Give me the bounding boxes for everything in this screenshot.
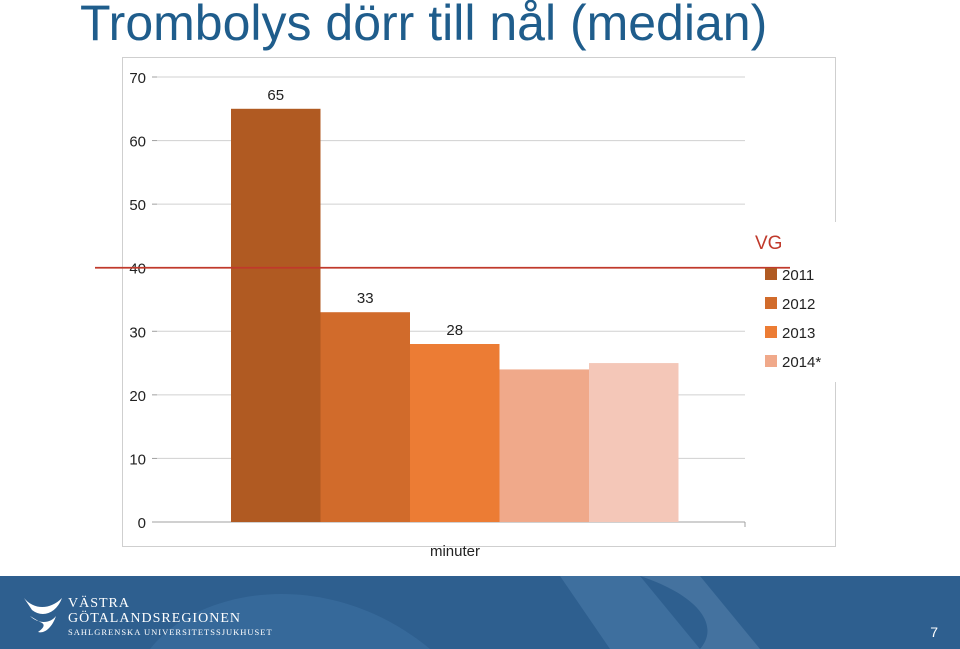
y-tick-label: 20 (129, 388, 146, 405)
bar-2012 (320, 312, 410, 522)
page-number: 7 (930, 624, 938, 640)
x-axis-label: minuter (430, 543, 480, 560)
y-tick-label: 10 (129, 451, 146, 468)
y-tick-label: 60 (129, 134, 146, 151)
region-logo-icon (24, 598, 62, 633)
bar-series-5 (589, 363, 679, 522)
y-tick-label: 40 (129, 261, 146, 278)
legend-title: VG (755, 233, 782, 254)
page-title: Trombolys dörr till nål (median) (80, 0, 768, 51)
y-tick-label: 50 (129, 197, 146, 214)
legend-box (748, 222, 838, 382)
y-tick-label: 0 (138, 515, 146, 532)
data-label: 33 (357, 290, 374, 307)
logo-line-2: GÖTALANDSREGIONEN (68, 611, 241, 626)
logo-line-3: SAHLGRENSKA UNIVERSITETSSJUKHUSET (68, 627, 273, 637)
logo-line-1: VÄSTRA (68, 596, 131, 611)
legend-swatch (765, 326, 777, 338)
data-label: 65 (267, 87, 284, 104)
legend-label: 2013 (782, 325, 815, 342)
logo-text: VÄSTRA GÖTALANDSREGIONEN SAHLGRENSKA UNI… (68, 596, 273, 638)
bar-2013 (410, 344, 500, 522)
legend-label: 2011 (782, 267, 814, 284)
footer-decoration (150, 576, 760, 649)
data-label: 28 (446, 322, 463, 339)
y-tick-label: 70 (129, 70, 146, 87)
footer-bar: VÄSTRA GÖTALANDSREGIONEN SAHLGRENSKA UNI… (0, 576, 960, 649)
legend-swatch (765, 355, 777, 367)
y-tick-label: 30 (129, 324, 146, 341)
bar-2011 (231, 108, 321, 523)
legend-label: 2012 (782, 296, 815, 313)
bar-2014* (499, 369, 589, 522)
legend-swatch (765, 297, 777, 309)
legend-label: 2014* (782, 354, 821, 371)
legend-swatch (765, 268, 777, 280)
